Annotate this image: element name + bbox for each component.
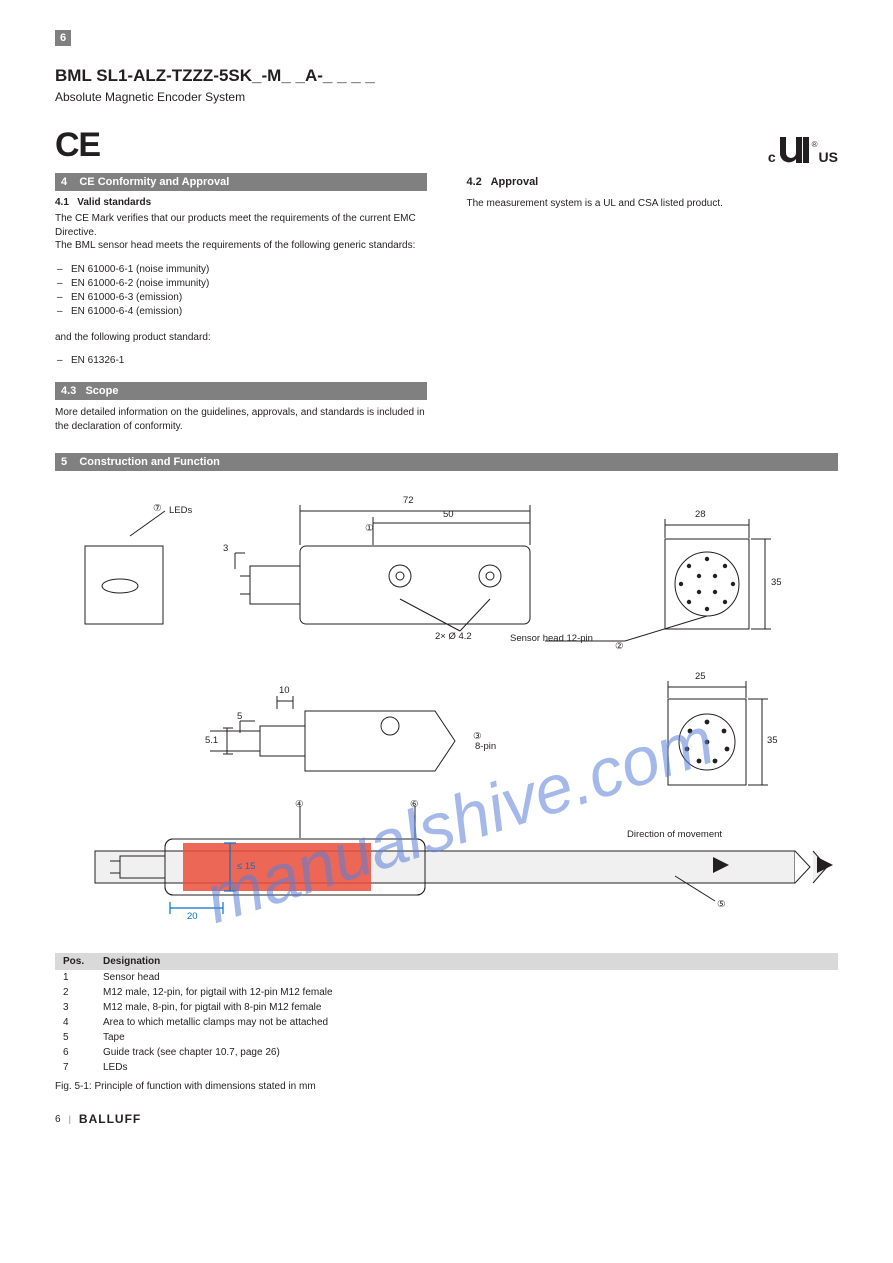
list-item: EN 61326-1: [71, 354, 427, 368]
table-row: 6Guide track (see chapter 10.7, page 26): [55, 1045, 838, 1060]
dim-label: Sensor head 12-pin: [510, 633, 593, 644]
section-4-2-num: 4.2: [467, 176, 482, 188]
list-item: EN 61000-6-1 (noise immunity): [71, 263, 427, 277]
technical-diagram: manualshive.com: [55, 481, 838, 941]
section-4-3-num: 4.3: [61, 385, 76, 397]
ul-logo-icon: [777, 135, 811, 165]
product-title: BML SL1-ALZ-TZZZ-5SK_-M_ _A-_ _ _ _: [55, 66, 838, 86]
dim-label: 3: [223, 543, 228, 554]
ul-reg-icon: ®: [812, 140, 818, 149]
section-4-2-text: The measurement system is a UL and CSA l…: [467, 197, 839, 211]
table-row: 1Sensor head: [55, 970, 838, 985]
dim-label: 20: [187, 911, 198, 922]
dim-label: 35: [771, 577, 782, 588]
product-subtitle: Absolute Magnetic Encoder System: [55, 90, 838, 104]
legend-col-desig: Designation: [95, 953, 838, 970]
table-row: 5Tape: [55, 1030, 838, 1045]
dim-label: ≤ 15: [237, 861, 255, 872]
table-row: 2M12 male, 12-pin, for pigtail with 12-p…: [55, 985, 838, 1000]
section-4-2-title: Approval: [491, 176, 539, 188]
list-item: EN 61000-6-3 (emission): [71, 291, 427, 305]
dim-label: 28: [695, 509, 706, 520]
figure-caption: Fig. 5-1: Principle of function with dim…: [55, 1081, 838, 1092]
page-number: 6: [55, 30, 71, 46]
table-row: 3M12 male, 8-pin, for pigtail with 8-pin…: [55, 1000, 838, 1015]
ul-us-text: US: [819, 149, 838, 165]
section-4-1-text: The CE Mark verifies that our products m…: [55, 212, 427, 253]
section-5-title: Construction and Function: [79, 456, 220, 468]
page-footer: 6 | BALLUFF: [55, 1112, 838, 1126]
ce-mark-icon: C E: [55, 126, 99, 165]
dim-label: 72: [403, 495, 414, 506]
legend-table: Pos. Designation 1Sensor head 2M12 male,…: [55, 953, 838, 1075]
dim-label: 35: [767, 735, 778, 746]
dim-label: 25: [695, 671, 706, 682]
dim-label: 50: [443, 509, 454, 520]
table-row: 4Area to which metallic clamps may not b…: [55, 1015, 838, 1030]
footer-page-num: 6: [55, 1114, 61, 1125]
technical-drawing-svg: [55, 481, 838, 941]
section-4-1-title: Valid standards: [77, 197, 151, 208]
dim-label: LEDs: [169, 505, 192, 516]
section-5-num: 5: [61, 456, 67, 468]
section-4-1-num: 4.1: [55, 197, 69, 208]
cert-row: C E c ® US: [55, 126, 838, 165]
dim-label: 5: [237, 711, 242, 722]
dim-label: 8-pin: [475, 741, 496, 752]
section-4-3-text: More detailed information on the guideli…: [55, 406, 427, 433]
standards-list-2: EN 61326-1: [55, 354, 427, 368]
section-4-header: 4 CE Conformity and Approval: [55, 173, 427, 191]
section-4-title: CE Conformity and Approval: [79, 176, 229, 188]
balluff-logo: BALLUFF: [79, 1112, 141, 1126]
dim-label: Direction of movement: [627, 829, 722, 840]
std-line: and the following product standard:: [55, 331, 427, 345]
dim-label: 10: [279, 685, 290, 696]
dim-label: 5.1: [205, 735, 218, 746]
section-4-num: 4: [61, 176, 67, 188]
legend-col-pos: Pos.: [55, 953, 95, 970]
page-number-box: 6: [55, 30, 71, 46]
dim-label: 2× Ø 4.2: [435, 631, 472, 642]
section-4-3-title: Scope: [85, 385, 118, 397]
list-item: EN 61000-6-2 (noise immunity): [71, 277, 427, 291]
ul-mark-icon: c ® US: [768, 135, 838, 165]
standards-list-1: EN 61000-6-1 (noise immunity) EN 61000-6…: [55, 263, 427, 319]
table-row: 7LEDs: [55, 1060, 838, 1075]
ul-c-text: c: [768, 149, 776, 165]
list-item: EN 61000-6-4 (emission): [71, 305, 427, 319]
